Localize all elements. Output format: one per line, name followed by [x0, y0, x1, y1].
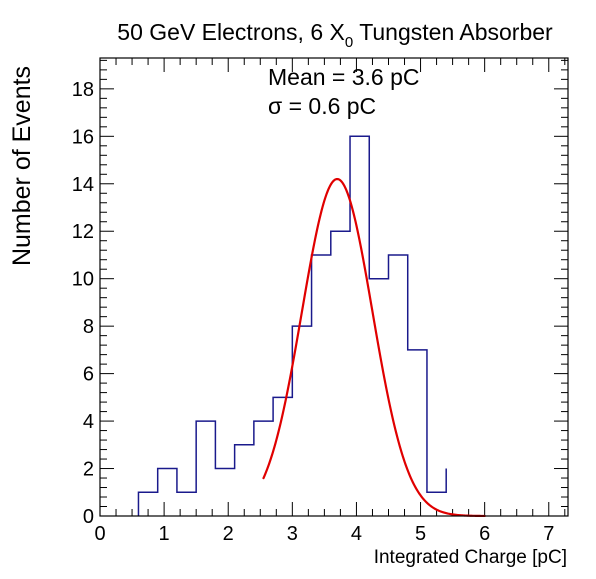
y-tick-label: 12: [72, 221, 94, 243]
chart-title-subscript: 0: [345, 34, 353, 51]
x-tick-label: 0: [94, 523, 105, 545]
gaussian-fit-curve: [262, 177, 486, 518]
histogram-bin: [388, 255, 407, 516]
x-tick-label: 6: [479, 523, 490, 545]
y-tick-label: 8: [83, 316, 94, 338]
histogram-bin: [331, 231, 350, 516]
x-tick-label: 7: [543, 523, 554, 545]
chart-title-prefix: 50 GeV Electrons, 6 X: [117, 19, 345, 45]
y-tick-label: 0: [83, 506, 94, 528]
x-tick-label: 2: [223, 523, 234, 545]
histogram-bin: [158, 469, 177, 516]
x-tick-label: 1: [159, 523, 170, 545]
y-tick-label: 16: [72, 126, 94, 148]
chart-title: 50 GeV Electrons, 6 X0 Tungsten Absorber: [117, 19, 553, 51]
y-axis-ticks: [100, 59, 568, 517]
y-tick-label: 4: [83, 411, 94, 433]
histogram-bin: [350, 136, 369, 516]
y-tick-label: 6: [83, 364, 94, 386]
chart-title-suffix: Tungsten Absorber: [353, 19, 553, 45]
x-axis-tick-labels: 0 1 2 3 4 5 6 7: [94, 523, 554, 545]
histogram-bin: [196, 421, 215, 516]
x-tick-label: 4: [351, 523, 362, 545]
plot-frame: [99, 57, 569, 517]
x-tick-label: 5: [415, 523, 426, 545]
histogram-bin: [177, 492, 196, 516]
histogram-bin: [138, 492, 157, 516]
x-tick-label: 3: [287, 523, 298, 545]
sigma-annotation: σ = 0.6 pC: [268, 93, 376, 119]
histogram-bin: [312, 255, 331, 516]
y-tick-label: 2: [83, 459, 94, 481]
histogram-bin: [235, 445, 254, 516]
histogram-bin: [254, 421, 273, 516]
y-tick-label: 10: [72, 269, 94, 291]
histogram-bin: [215, 469, 234, 516]
y-tick-label: 14: [72, 174, 94, 196]
y-tick-label: 18: [72, 79, 94, 101]
y-axis-label: Number of Events: [8, 66, 36, 266]
y-axis-tick-labels: 0 2 4 6 8 10 12 14 16 18: [72, 79, 94, 528]
x-axis-label: Integrated Charge [pC]: [374, 547, 567, 568]
mean-annotation: Mean = 3.6 pC: [268, 64, 420, 90]
